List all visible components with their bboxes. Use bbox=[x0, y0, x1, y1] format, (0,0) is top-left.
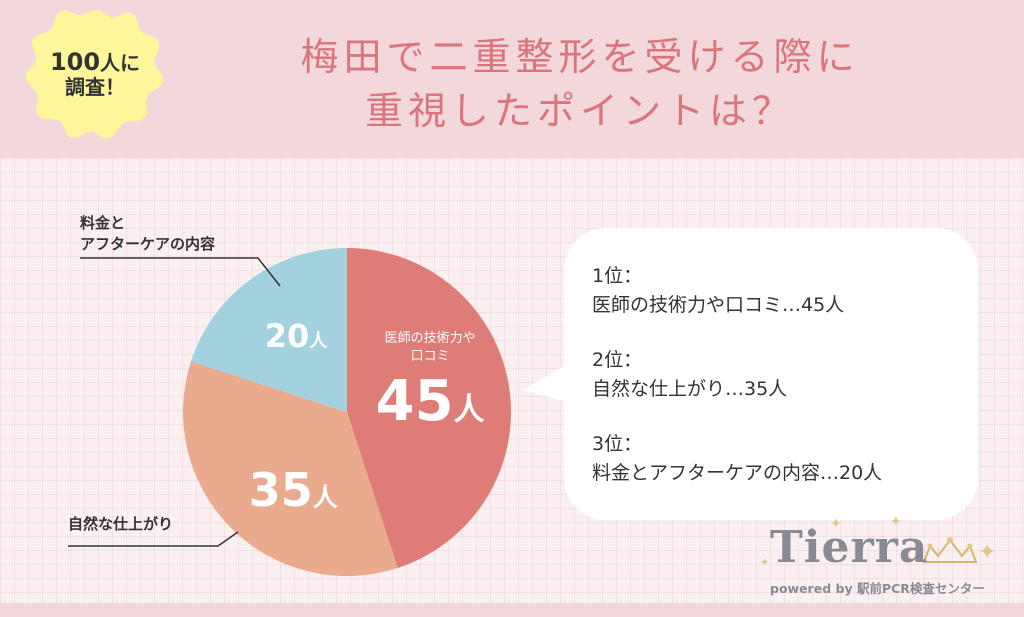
label-cost: 料金と アフターケアの内容 bbox=[80, 213, 215, 255]
content-panel bbox=[0, 158, 1024, 603]
leader-line-natural bbox=[68, 531, 239, 547]
rank-2-label: 2位： bbox=[592, 349, 643, 371]
badge-shape bbox=[25, 10, 163, 139]
badge-count-suffix: 人に bbox=[100, 50, 141, 75]
label-natural: 自然な仕上がり bbox=[68, 515, 174, 533]
logo-sub: powered by 駅前PCR検査センター bbox=[770, 581, 985, 596]
badge-count: 100 bbox=[49, 47, 101, 76]
rank-3-label: 3位： bbox=[592, 433, 643, 455]
label-cost-line2: アフターケアの内容 bbox=[80, 235, 216, 253]
sparkle-icon: ✦ bbox=[760, 556, 770, 569]
slice-cost-value: 20人 bbox=[265, 317, 329, 355]
rank-3: 3位： 料金とアフターケアの内容…20人 bbox=[592, 430, 882, 488]
bubble-tail bbox=[522, 364, 568, 402]
page-title: 梅田で二重整形を受ける際に 重視したポイントは？ bbox=[200, 30, 960, 138]
sparkle-icon: ✦ bbox=[978, 540, 997, 565]
ranking-bubble bbox=[564, 228, 978, 520]
title-line2: 重視したポイントは？ bbox=[364, 89, 795, 133]
rank-1-text: 医師の技術力や口コミ…45人 bbox=[592, 294, 845, 316]
rank-3-text: 料金とアフターケアの内容…20人 bbox=[592, 462, 883, 484]
tiara-icon bbox=[922, 537, 978, 563]
rank-2-text: 自然な仕上がり…35人 bbox=[592, 378, 788, 400]
label-cost-line1: 料金と bbox=[80, 214, 126, 232]
sparkle-icon: ✦ bbox=[830, 516, 842, 532]
slice-technique bbox=[347, 248, 511, 568]
slice-technique-category-line1: 医師の技術力や bbox=[385, 331, 476, 346]
rank-1-label: 1位： bbox=[592, 265, 643, 287]
slice-cost bbox=[191, 248, 347, 412]
header-band bbox=[0, 0, 1024, 158]
tierra-logo: ✦ ✦ ✦ ✦ Tierra powered by 駅前PCR検査センター bbox=[760, 514, 1005, 602]
bottom-band bbox=[0, 603, 1024, 617]
sparkle-icon: ✦ bbox=[890, 514, 902, 530]
slice-technique-category-line2: 口コミ bbox=[411, 349, 450, 364]
leader-line-cost bbox=[80, 257, 281, 287]
rank-1: 1位： 医師の技術力や口コミ…45人 bbox=[592, 262, 844, 320]
slice-natural bbox=[183, 361, 398, 576]
rank-2: 2位： 自然な仕上がり…35人 bbox=[592, 346, 787, 404]
title-line1: 梅田で二重整形を受ける際に bbox=[300, 35, 860, 79]
logo-word: Tierra bbox=[770, 522, 929, 573]
survey-badge: 100人に 調査！ bbox=[20, 4, 170, 144]
slice-natural-value: 35人 bbox=[249, 463, 338, 517]
badge-line2: 調査！ bbox=[65, 75, 125, 100]
slice-technique-value: 45人 bbox=[376, 369, 485, 434]
